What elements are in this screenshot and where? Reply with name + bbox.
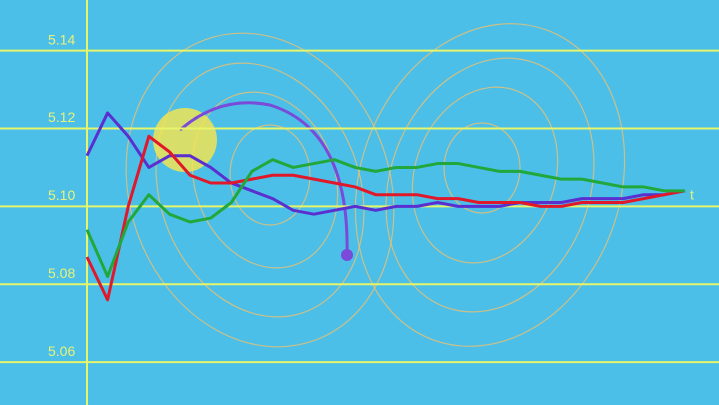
y-tick-label: 5.14 [48,31,75,47]
y-tick-label: 5.12 [48,109,75,125]
chart: t 5.06 5.08 5.10 5.12 5.14 [0,0,719,405]
x-axis-label: t [690,187,694,203]
page: {"chart_data": {"type": "line", "x_label… [0,0,719,405]
y-tick-label: 5.06 [48,343,75,359]
y-tick-label: 5.10 [48,187,75,203]
arc-end-decoration [341,249,353,261]
sun-decoration [153,108,217,172]
y-tick-label: 5.08 [48,265,75,281]
